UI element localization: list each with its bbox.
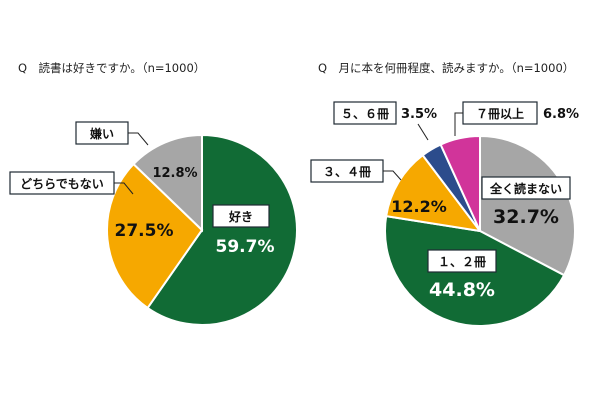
slice-value-like: 59.7% xyxy=(216,237,275,257)
slice-label-neutral: どちらでもない xyxy=(20,177,104,191)
slice-value-3-4: 12.2% xyxy=(391,197,447,216)
chart-2-title: Q 月に本を何冊程度、読みますか。（n=1000） xyxy=(318,61,574,75)
pie-1-slices xyxy=(106,133,298,326)
slice-value-5-6: 3.5% xyxy=(401,107,437,122)
slice-label-box-1-2 xyxy=(427,249,497,273)
leader-line-dislike xyxy=(128,132,149,146)
slice-label-box-5-6 xyxy=(333,101,397,125)
pie-1-slice-1 xyxy=(146,133,298,326)
pie-1-slice-3 xyxy=(132,133,203,233)
slice-value-none: 32.7% xyxy=(493,206,559,228)
pie-2-slice-3 xyxy=(385,153,483,233)
leader-line-7-plus xyxy=(454,112,463,136)
pie-chart-reading-preference: Q 読書は好きですか。（n=1000） 好き 59.7% どちらでもない 27.… xyxy=(9,61,298,326)
slice-label-dislike: 嫌い xyxy=(89,126,114,141)
slice-label-box-like xyxy=(212,204,270,228)
slice-label-7-plus: ７冊以上 xyxy=(476,106,524,121)
pie-chart-books-per-month: Q 月に本を何冊程度、読みますか。（n=1000） 全く読まない 32.7% １… xyxy=(310,61,579,327)
slice-label-3-4: ３、４冊 xyxy=(323,165,371,179)
slice-value-1-2: 44.8% xyxy=(429,279,495,301)
slice-value-7-plus: 6.8% xyxy=(543,107,579,122)
leader-line-5-6 xyxy=(417,123,429,141)
chart-1-title: Q 読書は好きですか。（n=1000） xyxy=(18,61,205,75)
slice-label-5-6: ５、６冊 xyxy=(341,107,389,121)
slice-label-1-2: １、２冊 xyxy=(438,255,486,269)
leader-line-3-4 xyxy=(383,170,402,181)
slice-value-dislike: 12.8% xyxy=(152,166,197,181)
slice-label-box-none xyxy=(481,176,571,200)
slice-label-none: 全く読まない xyxy=(489,181,562,196)
pie-1-slice-2 xyxy=(106,162,204,310)
slice-value-neutral: 27.5% xyxy=(115,221,174,241)
leader-line-neutral xyxy=(114,182,134,195)
pie-2-slice-5 xyxy=(439,134,481,232)
slice-label-like: 好き xyxy=(228,209,253,224)
